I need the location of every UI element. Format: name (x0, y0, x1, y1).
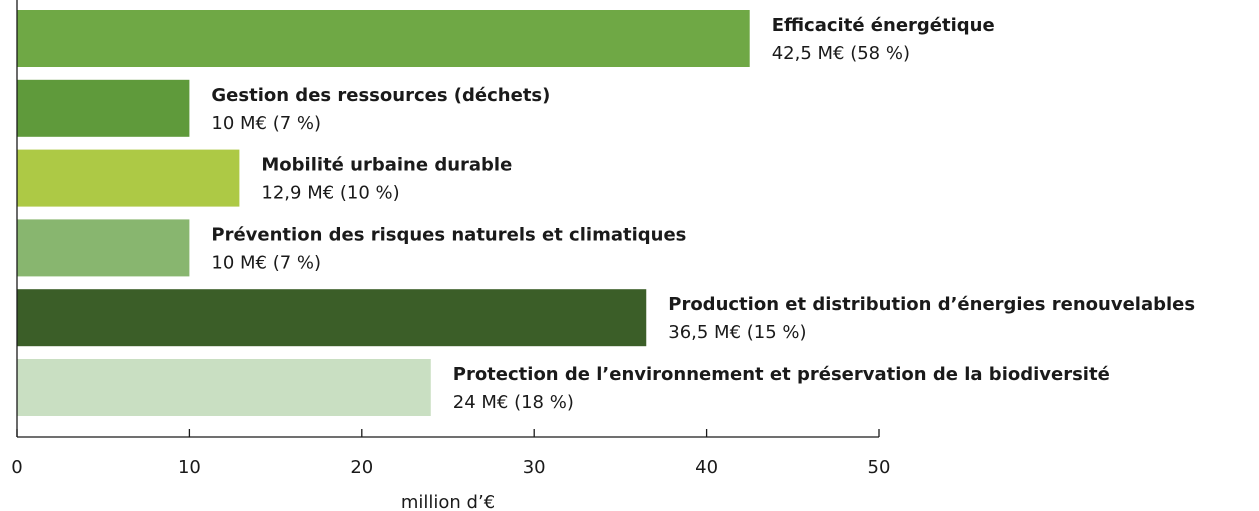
value-label: 10 M€ (7 %) (211, 252, 321, 273)
value-label: 12,9 M€ (10 %) (261, 183, 399, 204)
category-label: Production et distribution d’énergies re… (668, 294, 1195, 315)
bar (17, 359, 431, 416)
x-tick-label: 50 (868, 457, 891, 478)
bar (17, 219, 190, 277)
x-tick-label: 40 (695, 457, 718, 478)
bar (17, 10, 750, 67)
category-label: Prévention des risques naturels et clima… (211, 224, 686, 245)
value-label: 24 M€ (18 %) (453, 392, 574, 413)
category-label: Mobilité urbaine durable (261, 155, 512, 176)
value-label: 10 M€ (7 %) (211, 113, 321, 134)
x-tick-label: 20 (350, 457, 373, 478)
x-tick-label: 10 (178, 457, 201, 478)
x-tick-label: 0 (11, 457, 22, 478)
x-axis-label: million d’€ (401, 492, 495, 511)
value-label: 42,5 M€ (58 %) (772, 43, 910, 64)
category-label: Gestion des ressources (déchets) (211, 85, 550, 106)
category-label: Efficacité énergétique (772, 15, 995, 36)
category-label: Protection de l’environnement et préserv… (453, 364, 1110, 385)
bar (17, 79, 190, 137)
bar (17, 149, 240, 207)
bar (17, 289, 647, 347)
value-label: 36,5 M€ (15 %) (668, 322, 806, 343)
x-tick-label: 30 (523, 457, 546, 478)
